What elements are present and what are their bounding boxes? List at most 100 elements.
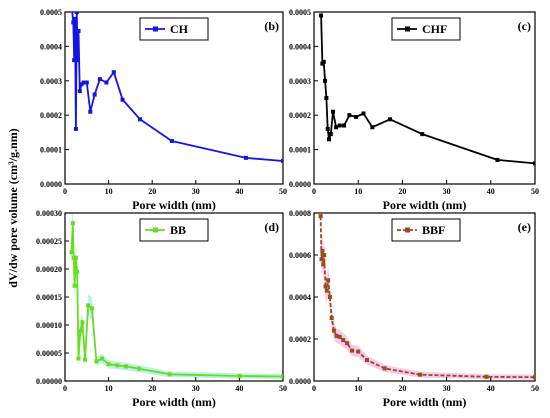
x-tick-label: 30 xyxy=(192,384,200,393)
data-point xyxy=(237,373,242,378)
legend-label: CH xyxy=(170,22,189,36)
data-point xyxy=(323,78,328,83)
x-tick-label: 0 xyxy=(63,384,67,393)
data-point xyxy=(324,96,329,100)
data-point xyxy=(281,374,283,379)
data-point xyxy=(83,357,88,362)
data-point xyxy=(70,221,75,226)
x-tick-label: 40 xyxy=(487,187,495,196)
x-tick-label: 30 xyxy=(192,187,200,196)
x-tick-label: 10 xyxy=(105,187,113,196)
x-axis-label: Pore width (nm) xyxy=(383,395,467,409)
x-axis-label: Pore width (nm) xyxy=(132,198,216,212)
data-point xyxy=(73,255,78,260)
legend-box xyxy=(139,218,209,242)
data-point xyxy=(382,366,387,371)
data-point xyxy=(76,356,81,361)
data-point xyxy=(353,114,358,119)
data-point xyxy=(115,363,120,368)
legend-marker xyxy=(405,227,410,233)
data-point xyxy=(281,158,283,163)
y-tick-label: 0.0001 xyxy=(289,146,311,155)
data-point xyxy=(81,80,86,85)
y-tick-label: 0.0004 xyxy=(40,42,62,51)
data-point xyxy=(120,97,125,102)
data-point xyxy=(320,248,325,253)
x-tick-label: 20 xyxy=(148,187,156,196)
y-tick-label: 0.0002 xyxy=(289,335,311,344)
data-point xyxy=(319,257,324,262)
series-line xyxy=(70,222,283,378)
x-tick-label: 0 xyxy=(63,187,67,196)
data-point xyxy=(329,316,334,320)
data-point xyxy=(71,20,76,25)
x-tick-label: 40 xyxy=(487,384,495,393)
x-tick-label: 10 xyxy=(105,384,113,393)
x-tick-label: 50 xyxy=(279,384,287,393)
panel-label: (c) xyxy=(518,19,531,33)
legend-label: BBF xyxy=(422,223,445,237)
data-point xyxy=(124,364,129,369)
data-point xyxy=(94,359,99,364)
data-point xyxy=(345,341,350,346)
x-tick-label: 30 xyxy=(443,384,451,393)
data-point xyxy=(388,117,393,122)
data-point xyxy=(106,362,111,367)
data-point xyxy=(86,303,91,308)
x-tick-label: 20 xyxy=(148,384,156,393)
data-point xyxy=(533,161,535,166)
x-axis-label: Pore width (nm) xyxy=(132,395,216,409)
legend-marker xyxy=(153,26,158,32)
data-point xyxy=(418,372,423,377)
y-tick-label: 0.0000 xyxy=(289,377,311,386)
legend-label: BB xyxy=(170,223,186,237)
data-point xyxy=(420,132,425,137)
data-point xyxy=(337,334,342,339)
data-point xyxy=(318,214,323,219)
y-tick-label: 0.0003 xyxy=(289,77,311,86)
data-point xyxy=(80,320,85,325)
y-tick-label: 0.00005 xyxy=(36,349,62,358)
x-tick-label: 0 xyxy=(312,384,316,393)
plot-frame xyxy=(64,11,284,185)
panel-label: (d) xyxy=(264,220,279,234)
legend-box xyxy=(139,17,209,41)
y-tick-label: 0.0004 xyxy=(289,42,311,51)
data-point xyxy=(78,328,83,333)
data-point xyxy=(97,77,102,82)
data-point xyxy=(75,269,80,274)
y-tick-label: 0.0008 xyxy=(289,209,311,218)
x-axis-label: Pore width (nm) xyxy=(383,198,467,212)
data-point xyxy=(167,372,172,377)
y-tick-label: 0.0002 xyxy=(289,111,311,120)
data-point xyxy=(111,70,116,75)
data-point xyxy=(495,157,500,162)
data-point xyxy=(79,82,84,87)
y-tick-label: 0.00015 xyxy=(36,293,62,302)
data-point xyxy=(337,123,342,128)
data-point xyxy=(328,132,333,137)
data-point xyxy=(74,12,79,14)
x-tick-label: 50 xyxy=(279,187,287,196)
data-point xyxy=(327,137,332,142)
data-point xyxy=(243,155,248,160)
data-point xyxy=(331,328,336,333)
data-point xyxy=(334,333,339,338)
data-point xyxy=(370,125,375,130)
x-tick-label: 20 xyxy=(398,187,406,196)
legend-marker xyxy=(153,227,158,233)
chart-panel-1: 0 10 20 30 40 50 0.0000 0.0001 0.0002 0.0003 0.000… xyxy=(289,8,539,212)
data-point xyxy=(342,123,347,128)
data-point xyxy=(76,28,81,33)
data-point xyxy=(71,255,76,260)
x-tick-label: 10 xyxy=(354,187,362,196)
data-point xyxy=(73,16,78,21)
x-tick-label: 0 xyxy=(312,187,316,196)
data-point xyxy=(69,12,74,13)
x-tick-label: 40 xyxy=(235,187,243,196)
chart-panel-2: 0 10 20 30 40 50 0.00000 0.00005 0.00010 0.00015 0… xyxy=(36,209,287,409)
y-tick-label: 0.0003 xyxy=(40,77,62,86)
data-point xyxy=(321,59,326,64)
data-point xyxy=(84,80,89,85)
data-point xyxy=(137,117,142,122)
